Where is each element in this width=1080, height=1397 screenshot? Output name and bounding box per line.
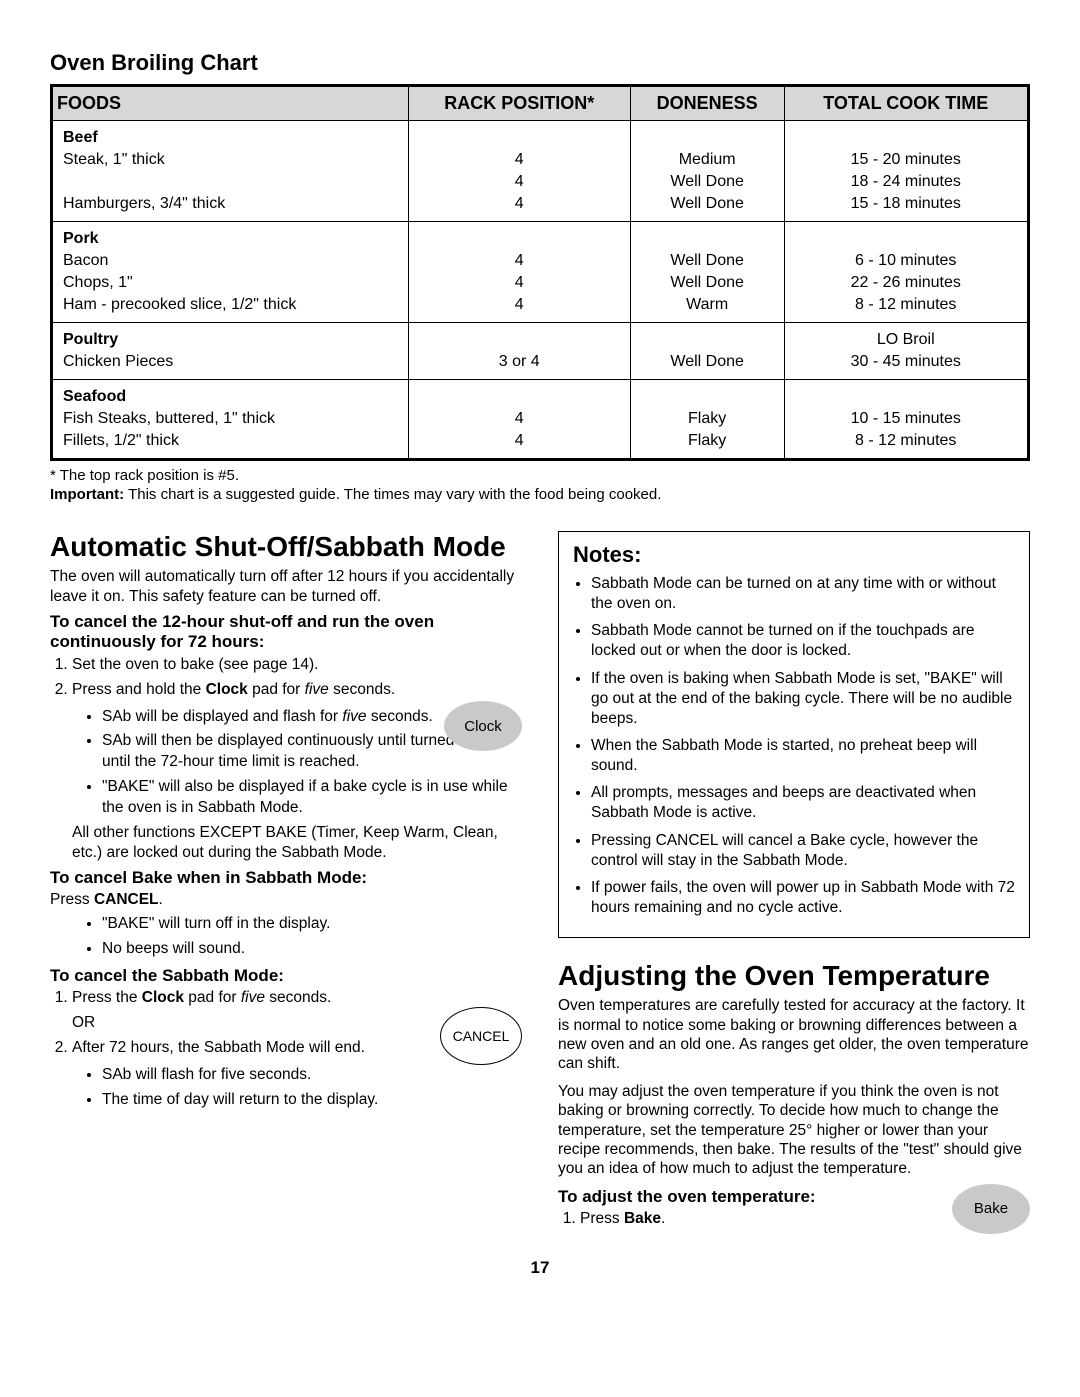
- col-header-rack: RACK POSITION*: [408, 86, 630, 121]
- notes-item: Pressing CANCEL will cancel a Bake cycle…: [591, 831, 1015, 871]
- sab-bullet-3: "BAKE" will also be displayed if a bake …: [102, 777, 522, 819]
- table-row: Beef: [52, 121, 1029, 150]
- notes-item: Sabbath Mode can be turned on at any tim…: [591, 574, 1015, 614]
- sabbath-intro: The oven will automatically turn off aft…: [50, 567, 522, 606]
- notes-item: If the oven is baking when Sabbath Mode …: [591, 669, 1015, 729]
- col-header-foods: FOODS: [52, 86, 409, 121]
- sub-cancel-12hr: To cancel the 12-hour shut-off and run t…: [50, 612, 522, 653]
- cancel-button[interactable]: CANCEL: [440, 1007, 522, 1065]
- table-footnote: * The top rack position is #5.: [50, 467, 1030, 484]
- table-row: PoultryLO Broil: [52, 323, 1029, 352]
- press-cancel: Press CANCEL.: [50, 890, 522, 909]
- notes-item: Sabbath Mode cannot be turned on if the …: [591, 621, 1015, 661]
- chart-title: Oven Broiling Chart: [50, 50, 1030, 76]
- adjust-p1: Oven temperatures are carefully tested f…: [558, 996, 1030, 1074]
- notes-heading: Notes:: [573, 542, 1015, 568]
- col-header-cooktime: TOTAL COOK TIME: [784, 86, 1029, 121]
- table-important: Important: This chart is a suggested gui…: [50, 486, 1030, 503]
- table-row: Pork: [52, 222, 1029, 251]
- cancel-bullet-2: No beeps will sound.: [102, 939, 522, 960]
- broiling-chart-table: FOODS RACK POSITION* DONENESS TOTAL COOK…: [50, 84, 1030, 461]
- table-row: Seafood: [52, 380, 1029, 409]
- sabbath-heading: Automatic Shut-Off/Sabbath Mode: [50, 531, 522, 563]
- col-header-doneness: DONENESS: [630, 86, 784, 121]
- table-row: Bacon4Well Done6 - 10 minutes: [52, 250, 1029, 272]
- notes-box: Notes: Sabbath Mode can be turned on at …: [558, 531, 1030, 938]
- sabbath-steps: Set the oven to bake (see page 14). Pres…: [50, 655, 522, 862]
- sab-note: All other functions EXCEPT BAKE (Timer, …: [72, 823, 522, 862]
- adjust-heading: Adjusting the Oven Temperature: [558, 960, 1030, 992]
- table-row: Hamburgers, 3/4" thick4Well Done15 - 18 …: [52, 193, 1029, 222]
- step-2: Press and hold the Clock pad for five se…: [72, 680, 522, 862]
- table-row: 4Well Done18 - 24 minutes: [52, 171, 1029, 193]
- important-label: Important:: [50, 486, 124, 503]
- notes-item: If power fails, the oven will power up i…: [591, 878, 1015, 918]
- notes-item: All prompts, messages and beeps are deac…: [591, 783, 1015, 823]
- table-row: Fish Steaks, buttered, 1" thick4Flaky10 …: [52, 408, 1029, 430]
- table-row: Chicken Pieces3 or 4Well Done30 - 45 min…: [52, 351, 1029, 380]
- cancel-bullet-1: "BAKE" will turn off in the display.: [102, 914, 522, 935]
- table-row: Fillets, 1/2" thick4Flaky8 - 12 minutes: [52, 430, 1029, 460]
- bake-button[interactable]: Bake: [952, 1184, 1030, 1234]
- table-row: Ham - precooked slice, 1/2" thick4Warm8 …: [52, 294, 1029, 323]
- step-1: Set the oven to bake (see page 14).: [72, 655, 522, 676]
- end-bullet-2: The time of day will return to the displ…: [102, 1090, 522, 1111]
- end-bullet-1: SAb will flash for five seconds.: [102, 1065, 522, 1086]
- notes-item: When the Sabbath Mode is started, no pre…: [591, 736, 1015, 776]
- left-column: Automatic Shut-Off/Sabbath Mode The oven…: [50, 531, 522, 1234]
- important-text: This chart is a suggested guide. The tim…: [124, 486, 661, 503]
- table-row: Chops, 1"4Well Done22 - 26 minutes: [52, 272, 1029, 294]
- right-column: Notes: Sabbath Mode can be turned on at …: [558, 531, 1030, 1234]
- table-row: Steak, 1" thick4Medium15 - 20 minutes: [52, 149, 1029, 171]
- sub-cancel-sabbath: To cancel the Sabbath Mode:: [50, 966, 522, 986]
- clock-button[interactable]: Clock: [444, 701, 522, 751]
- page-number: 17: [50, 1258, 1030, 1278]
- adjust-p2: You may adjust the oven temperature if y…: [558, 1082, 1030, 1179]
- sub-cancel-bake: To cancel Bake when in Sabbath Mode:: [50, 868, 522, 888]
